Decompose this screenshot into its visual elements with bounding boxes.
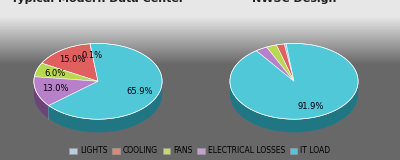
Ellipse shape (34, 45, 162, 121)
Polygon shape (49, 82, 162, 132)
Polygon shape (284, 44, 294, 81)
Polygon shape (34, 63, 98, 81)
Ellipse shape (34, 53, 162, 129)
Ellipse shape (230, 55, 358, 131)
Ellipse shape (34, 43, 162, 119)
Text: 6.0%: 6.0% (45, 69, 66, 78)
Ellipse shape (230, 47, 358, 123)
Text: 91.9%: 91.9% (297, 101, 324, 111)
Ellipse shape (230, 51, 358, 127)
Ellipse shape (230, 53, 358, 129)
Ellipse shape (230, 56, 358, 132)
Polygon shape (230, 44, 358, 119)
Polygon shape (34, 77, 98, 106)
Ellipse shape (34, 47, 162, 123)
Ellipse shape (230, 45, 358, 121)
Polygon shape (49, 43, 162, 119)
Text: 0.1%: 0.1% (82, 51, 103, 60)
Polygon shape (276, 44, 294, 81)
Polygon shape (90, 44, 98, 81)
Ellipse shape (230, 43, 358, 119)
Polygon shape (256, 47, 294, 81)
Text: 15.0%: 15.0% (60, 55, 86, 64)
Polygon shape (266, 45, 294, 81)
Ellipse shape (34, 51, 162, 127)
Polygon shape (34, 82, 49, 119)
Polygon shape (230, 84, 358, 132)
Title: Typical Modern Data Center: Typical Modern Data Center (11, 0, 185, 4)
Text: 65.9%: 65.9% (126, 87, 153, 96)
Ellipse shape (34, 56, 162, 132)
Legend: LIGHTS, COOLING, FANS, ELECTRICAL LOSSES, IT LOAD: LIGHTS, COOLING, FANS, ELECTRICAL LOSSES… (69, 146, 331, 156)
Polygon shape (42, 44, 98, 81)
Title: NWSC Design: NWSC Design (252, 0, 336, 4)
Ellipse shape (230, 49, 358, 125)
Ellipse shape (34, 55, 162, 131)
Text: 13.0%: 13.0% (42, 84, 68, 93)
Ellipse shape (34, 49, 162, 125)
